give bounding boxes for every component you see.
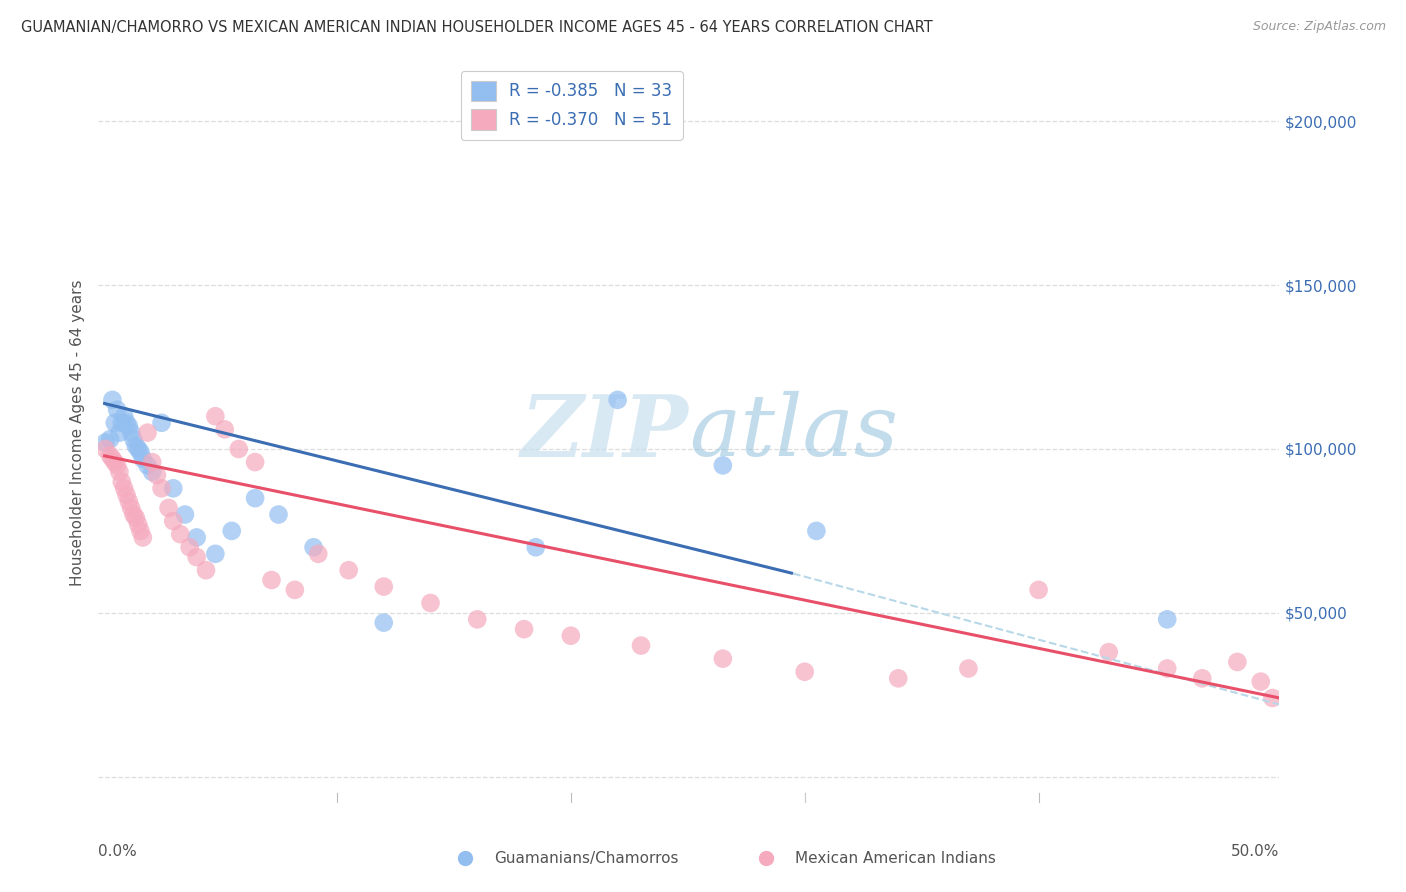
Point — [141, 455, 163, 469]
Point — [146, 468, 169, 483]
Point — [179, 541, 201, 555]
Point — [122, 432, 145, 446]
Point — [120, 500, 142, 515]
Point — [260, 573, 283, 587]
Point — [1191, 671, 1213, 685]
Point — [101, 392, 124, 407]
Text: GUAMANIAN/CHAMORRO VS MEXICAN AMERICAN INDIAN HOUSEHOLDER INCOME AGES 45 - 64 YE: GUAMANIAN/CHAMORRO VS MEXICAN AMERICAN I… — [21, 20, 932, 35]
Point — [132, 451, 155, 466]
Point — [132, 531, 155, 545]
Text: 50.0%: 50.0% — [1232, 844, 1279, 858]
Point — [98, 449, 121, 463]
Point — [112, 409, 135, 424]
Point — [1098, 645, 1121, 659]
Point — [118, 419, 141, 434]
Point — [1226, 655, 1249, 669]
Point — [204, 547, 226, 561]
Point — [513, 622, 536, 636]
Point — [419, 596, 441, 610]
Point — [150, 481, 173, 495]
Point — [122, 508, 145, 522]
Point — [129, 445, 152, 459]
Point — [560, 629, 582, 643]
Point — [957, 661, 980, 675]
Point — [243, 455, 266, 469]
Point — [221, 524, 243, 538]
Point — [214, 422, 236, 436]
Point — [111, 475, 134, 489]
Point — [111, 416, 134, 430]
Point — [104, 455, 127, 469]
Point — [337, 563, 360, 577]
Point — [125, 510, 148, 524]
Point — [115, 488, 138, 502]
Point — [94, 442, 117, 456]
Point — [1028, 582, 1050, 597]
Point — [104, 416, 127, 430]
Point — [887, 671, 910, 685]
Point — [94, 435, 117, 450]
Point — [127, 442, 149, 456]
Point — [606, 392, 628, 407]
Point — [204, 409, 226, 424]
Point — [150, 416, 173, 430]
Point — [127, 517, 149, 532]
Point — [711, 651, 734, 665]
Text: Guamanians/Chamorros: Guamanians/Chamorros — [494, 851, 679, 866]
Text: atlas: atlas — [689, 392, 898, 474]
Y-axis label: Householder Income Ages 45 - 64 years: Householder Income Ages 45 - 64 years — [70, 279, 86, 586]
Point — [141, 465, 163, 479]
Point — [136, 458, 159, 473]
Point — [136, 425, 159, 440]
Legend: R = -0.385   N = 33, R = -0.370   N = 51: R = -0.385 N = 33, R = -0.370 N = 51 — [461, 70, 682, 140]
Point — [1156, 661, 1178, 675]
Text: Source: ZipAtlas.com: Source: ZipAtlas.com — [1253, 20, 1386, 33]
Point — [195, 563, 218, 577]
Point — [105, 402, 128, 417]
Point — [284, 582, 307, 597]
Point — [162, 481, 184, 495]
Point — [806, 524, 828, 538]
Point — [302, 541, 325, 555]
Point — [711, 458, 734, 473]
Point — [630, 639, 652, 653]
Point — [169, 527, 191, 541]
Text: 0.0%: 0.0% — [98, 844, 138, 858]
Point — [105, 458, 128, 473]
Point — [793, 665, 815, 679]
Point — [174, 508, 197, 522]
Point — [186, 531, 208, 545]
Point — [118, 494, 141, 508]
Point — [125, 439, 148, 453]
Point — [108, 425, 131, 440]
Point — [129, 524, 152, 538]
Point — [1261, 690, 1284, 705]
Point — [162, 514, 184, 528]
Point — [1156, 612, 1178, 626]
Point — [98, 432, 121, 446]
Point — [267, 508, 290, 522]
Point — [307, 547, 329, 561]
Point — [108, 465, 131, 479]
Point — [157, 500, 180, 515]
Point — [373, 580, 395, 594]
Point — [1250, 674, 1272, 689]
Text: Mexican American Indians: Mexican American Indians — [796, 851, 995, 866]
Point — [465, 612, 488, 626]
Point — [120, 425, 142, 440]
Point — [228, 442, 250, 456]
Point — [186, 550, 208, 565]
Point — [101, 451, 124, 466]
Point — [115, 416, 138, 430]
Point — [373, 615, 395, 630]
Point — [112, 481, 135, 495]
Point — [524, 541, 547, 555]
Point — [243, 491, 266, 505]
Text: ZIP: ZIP — [522, 391, 689, 475]
